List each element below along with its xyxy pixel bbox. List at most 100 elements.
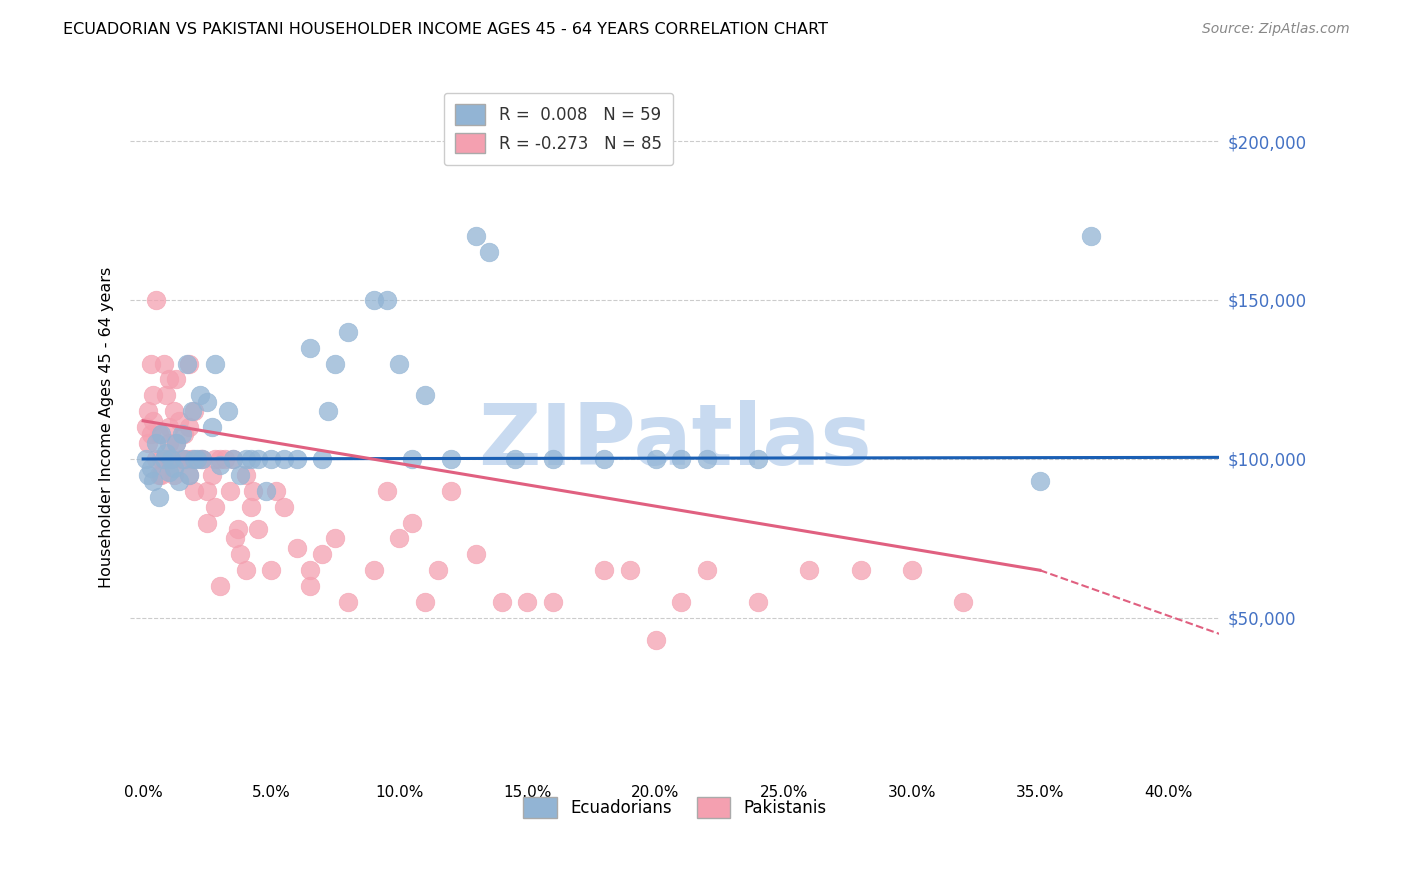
Point: [669, 452, 692, 467]
Point: [142, 474, 165, 488]
Point: [747, 452, 769, 467]
Point: [222, 452, 245, 467]
Point: [239, 500, 262, 514]
Point: [176, 452, 198, 467]
Point: [254, 483, 277, 498]
Point: [165, 436, 187, 450]
Point: [208, 452, 231, 467]
Point: [152, 357, 174, 371]
Point: [204, 452, 226, 467]
Point: [1029, 474, 1052, 488]
Point: [849, 563, 872, 577]
Point: [311, 452, 333, 467]
Point: [229, 547, 252, 561]
Point: [186, 452, 208, 467]
Point: [167, 474, 190, 488]
Point: [1080, 229, 1102, 244]
Point: [644, 452, 666, 467]
Point: [183, 452, 205, 467]
Point: [298, 579, 321, 593]
Point: [157, 452, 180, 467]
Point: [273, 452, 295, 467]
Point: [157, 465, 180, 479]
Point: [799, 563, 821, 577]
Point: [363, 563, 385, 577]
Point: [167, 414, 190, 428]
Point: [222, 452, 245, 467]
Point: [170, 452, 193, 467]
Point: [226, 522, 249, 536]
Point: [145, 452, 167, 467]
Point: [900, 563, 922, 577]
Point: [375, 293, 398, 307]
Point: [173, 452, 195, 467]
Point: [163, 404, 186, 418]
Point: [139, 461, 162, 475]
Point: [150, 452, 173, 467]
Point: [163, 461, 186, 475]
Point: [160, 452, 183, 467]
Point: [323, 357, 346, 371]
Point: [183, 483, 205, 498]
Point: [260, 452, 283, 467]
Point: [163, 467, 186, 482]
Point: [191, 452, 214, 467]
Point: [363, 293, 385, 307]
Point: [204, 357, 226, 371]
Point: [157, 420, 180, 434]
Point: [180, 452, 202, 467]
Text: ECUADORIAN VS PAKISTANI HOUSEHOLDER INCOME AGES 45 - 64 YEARS CORRELATION CHART: ECUADORIAN VS PAKISTANI HOUSEHOLDER INCO…: [63, 22, 828, 37]
Point: [516, 595, 538, 609]
Point: [242, 483, 264, 498]
Point: [235, 467, 257, 482]
Point: [180, 404, 202, 418]
Point: [170, 426, 193, 441]
Point: [155, 445, 177, 459]
Point: [696, 452, 718, 467]
Point: [195, 516, 218, 530]
Point: [644, 633, 666, 648]
Point: [541, 595, 564, 609]
Point: [173, 426, 195, 441]
Point: [208, 579, 231, 593]
Point: [298, 563, 321, 577]
Legend: Ecuadorians, Pakistanis: Ecuadorians, Pakistanis: [516, 791, 832, 824]
Point: [235, 452, 257, 467]
Point: [426, 563, 449, 577]
Point: [593, 452, 616, 467]
Point: [266, 483, 288, 498]
Text: Source: ZipAtlas.com: Source: ZipAtlas.com: [1202, 22, 1350, 37]
Point: [195, 483, 218, 498]
Point: [136, 436, 159, 450]
Point: [191, 452, 214, 467]
Point: [439, 483, 461, 498]
Point: [142, 414, 165, 428]
Point: [311, 547, 333, 561]
Point: [285, 541, 308, 555]
Point: [375, 483, 398, 498]
Point: [239, 452, 262, 467]
Point: [145, 293, 167, 307]
Point: [145, 436, 167, 450]
Point: [188, 388, 211, 402]
Point: [413, 388, 436, 402]
Point: [224, 532, 246, 546]
Point: [235, 563, 257, 577]
Point: [593, 563, 616, 577]
Point: [148, 467, 170, 482]
Point: [247, 522, 270, 536]
Point: [195, 394, 218, 409]
Point: [135, 420, 157, 434]
Point: [150, 467, 173, 482]
Point: [135, 452, 157, 467]
Point: [148, 490, 170, 504]
Point: [208, 458, 231, 473]
Point: [323, 532, 346, 546]
Point: [217, 404, 239, 418]
Point: [201, 467, 224, 482]
Point: [170, 452, 193, 467]
Point: [316, 404, 339, 418]
Point: [747, 595, 769, 609]
Point: [148, 426, 170, 441]
Point: [337, 325, 360, 339]
